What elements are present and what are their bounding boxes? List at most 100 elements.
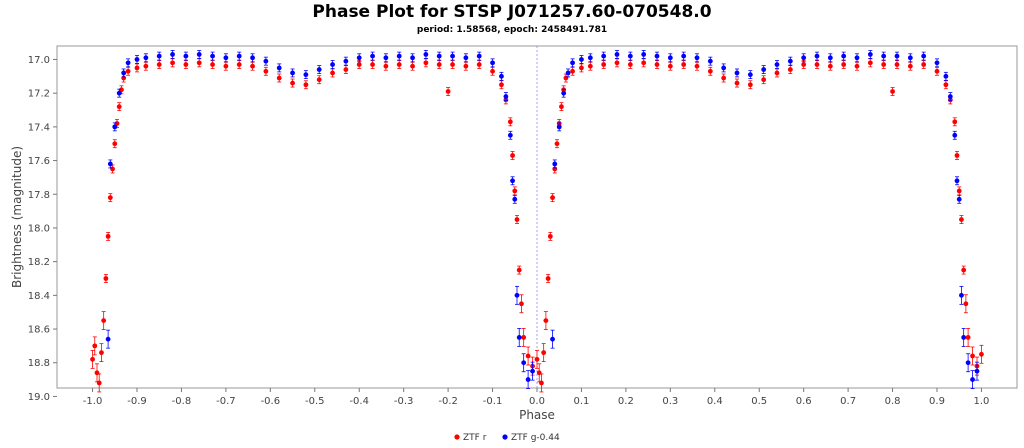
data-point <box>601 53 607 59</box>
data-point <box>423 60 429 66</box>
data-point <box>894 62 900 67</box>
data-point <box>867 52 873 57</box>
data-point <box>827 63 833 69</box>
data-point <box>570 68 575 74</box>
data-point <box>436 62 442 67</box>
data-point <box>276 75 282 81</box>
data-point <box>514 292 520 298</box>
x-tick-label: 0.7 <box>840 396 856 407</box>
data-point <box>450 62 455 67</box>
data-point <box>963 301 969 307</box>
y-tick-label: 19.0 <box>28 392 50 403</box>
y-tick-label: 17.6 <box>28 156 50 167</box>
x-tick-label: -0.3 <box>394 396 414 407</box>
data-point <box>183 53 189 59</box>
data-point <box>516 335 522 340</box>
data-point <box>499 73 504 79</box>
data-point <box>694 63 700 69</box>
x-tick-label: 0.8 <box>885 396 901 407</box>
data-point <box>801 62 807 67</box>
data-point <box>499 82 504 88</box>
x-tick-label: 0.9 <box>929 396 945 407</box>
data-point <box>907 55 913 61</box>
data-point <box>979 351 984 357</box>
data-point <box>516 267 522 273</box>
data-point <box>667 55 673 61</box>
data-point <box>841 53 847 59</box>
data-point <box>101 318 107 324</box>
data-point <box>210 53 215 59</box>
data-point <box>143 63 149 69</box>
chart-title: Phase Plot for STSP J071257.60-070548.0 <box>312 2 712 22</box>
data-point <box>974 368 980 374</box>
data-point <box>525 353 531 359</box>
data-point <box>396 53 402 59</box>
data-point <box>210 62 215 67</box>
data-point <box>534 356 540 362</box>
data-point <box>383 55 389 61</box>
x-tick-label: 0.4 <box>707 396 723 407</box>
data-point <box>681 62 687 67</box>
data-point <box>490 60 495 66</box>
data-point <box>747 72 753 78</box>
x-tick-label: -0.7 <box>216 396 236 407</box>
data-point <box>541 350 547 356</box>
data-point <box>961 335 967 340</box>
data-point <box>463 55 469 61</box>
data-point <box>947 94 953 99</box>
data-point <box>854 63 860 69</box>
data-point <box>196 60 202 66</box>
data-point <box>107 161 113 167</box>
y-tick-label: 18.0 <box>28 223 50 234</box>
x-tick-label: 0.2 <box>618 396 634 407</box>
y-tick-label: 17.4 <box>28 122 50 133</box>
data-point <box>276 65 282 71</box>
data-point <box>99 350 104 356</box>
data-point <box>907 63 913 69</box>
data-point <box>734 70 740 76</box>
data-point <box>125 68 131 74</box>
data-point <box>970 377 975 382</box>
data-point <box>436 53 442 59</box>
data-point <box>654 62 660 67</box>
data-point <box>570 60 575 66</box>
data-point <box>170 52 175 57</box>
data-point <box>563 75 569 81</box>
x-tick-label: 0.1 <box>573 396 589 407</box>
data-point <box>921 53 927 59</box>
x-axis-label: Phase <box>519 408 555 422</box>
data-point <box>370 62 375 67</box>
data-point <box>959 217 964 222</box>
data-point <box>627 53 633 59</box>
data-point <box>263 68 269 74</box>
data-point <box>476 62 482 67</box>
data-point <box>934 60 940 66</box>
data-point <box>545 276 551 281</box>
data-point <box>156 53 162 59</box>
data-point <box>236 62 242 67</box>
data-point <box>263 58 269 64</box>
data-point <box>774 62 780 67</box>
data-point <box>550 336 555 342</box>
data-point <box>579 57 584 62</box>
data-point <box>521 360 527 366</box>
data-point <box>92 343 98 349</box>
legend-marker <box>454 434 460 440</box>
data-point <box>370 53 375 59</box>
data-point <box>552 161 558 167</box>
y-axis-label: Brightness (magnitude) <box>10 146 24 288</box>
data-point <box>103 276 109 281</box>
data-point <box>521 335 527 340</box>
x-tick-label: -0.6 <box>261 396 281 407</box>
data-point <box>530 368 535 374</box>
data-point <box>105 233 111 239</box>
data-point <box>303 72 309 78</box>
data-point <box>519 301 524 307</box>
data-point <box>445 89 451 94</box>
data-point <box>134 57 140 62</box>
data-point <box>183 62 189 67</box>
data-point <box>107 195 113 201</box>
data-point <box>316 67 322 72</box>
data-point <box>959 292 964 298</box>
